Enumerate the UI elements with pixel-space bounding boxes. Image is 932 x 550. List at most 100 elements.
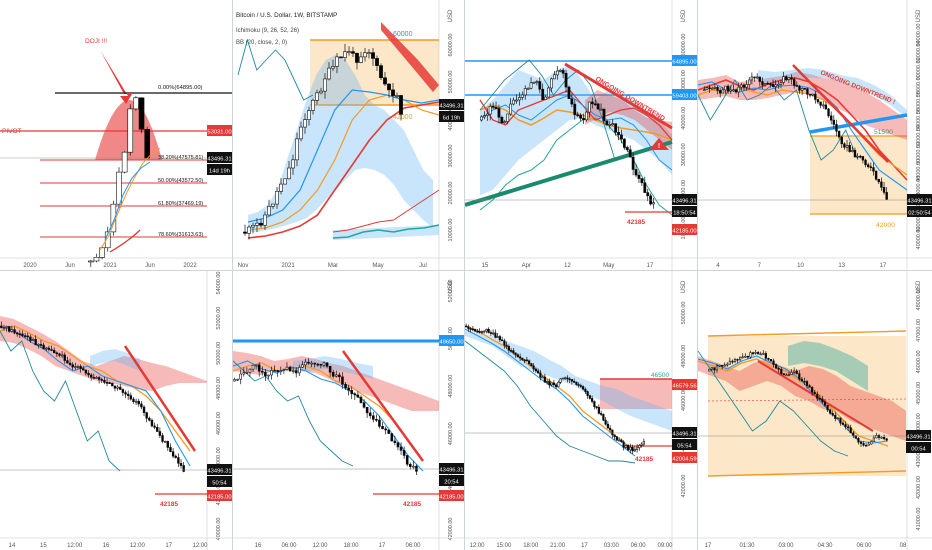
chart-panel-3[interactable]: 60000.00 50000.00 40000.00 30000.00 20000.00… [465, 0, 697, 270]
ichimoku-cloud [248, 55, 433, 232]
candle-down [622, 441, 625, 448]
y-tick-label: 44000.00 [216, 447, 222, 470]
candle-up [343, 51, 347, 58]
y-tick-label: 20000.00 [681, 180, 687, 203]
candle-down [161, 435, 164, 442]
x-tick-label: 17 [647, 263, 654, 269]
candle-up [793, 370, 796, 373]
candle-down [507, 346, 510, 351]
candle-down [883, 436, 886, 440]
candle-up [732, 89, 735, 92]
y-tick-label: 42000.00 [681, 475, 687, 498]
candle-down [813, 391, 816, 395]
x-tick-label: Nov [238, 263, 249, 269]
candle-down [82, 368, 85, 371]
candle-down [767, 358, 770, 360]
senkou-b-line [332, 189, 440, 233]
y-tick-label: 50000.00 [216, 342, 222, 365]
candle-down [405, 455, 409, 465]
chart-panel-8[interactable]: 48000.00 47000.00 46000.00 45000.00 44000.00… [698, 271, 932, 550]
candle-down [371, 415, 375, 420]
candle-down [816, 99, 820, 103]
candle-up [127, 108, 134, 153]
chart-panel-5[interactable]: 54000.00 52000.00 50000.00 48000.00 46000.00… [0, 271, 232, 550]
candle-down [628, 149, 632, 158]
candle-down [631, 156, 635, 170]
price-tag: 14d 19h [209, 169, 230, 175]
x-axis: 12:00 15:00 18:00 21:00 17 03:00 06:00 09:00 [465, 537, 697, 549]
candle-down [803, 87, 806, 90]
candle-up [774, 84, 777, 87]
candle-up [629, 446, 632, 451]
candle-up [291, 370, 295, 372]
price-tag: 18:50:54 [673, 211, 696, 217]
candle-up [599, 108, 603, 111]
candle-down [766, 82, 769, 85]
candle-down [313, 362, 317, 365]
candle-down [39, 344, 43, 346]
candle-down [811, 387, 814, 393]
candle-up [754, 352, 757, 354]
chart-panel-6[interactable]: 52000.0050000.0048000.0046000.0044000.00… [233, 271, 464, 550]
candle-down [402, 450, 406, 456]
candle-up [715, 365, 719, 371]
price-tag-box [207, 164, 232, 175]
candle-down [23, 335, 27, 337]
candle-down [772, 360, 775, 365]
candle-down [132, 398, 135, 402]
candle-down [137, 400, 140, 405]
candle-down [510, 350, 513, 352]
candle-down [362, 402, 366, 408]
candle-up [729, 89, 732, 92]
candle-down [764, 353, 767, 359]
candle-down [570, 379, 573, 382]
candle-down [782, 373, 785, 376]
x-tick-label: 18:00 [523, 543, 539, 549]
candle-down [605, 120, 609, 126]
candle-down [613, 434, 616, 437]
candle-up [745, 84, 748, 88]
x-tick-label: 17 [705, 543, 712, 549]
candle-up [255, 222, 259, 226]
x-tick-label: 14 [9, 543, 16, 549]
candle-down [68, 362, 72, 365]
candles [708, 349, 888, 448]
candle-down [753, 76, 756, 79]
candle-up [5, 326, 8, 328]
candle-down [379, 65, 383, 79]
x-tick-label: 06:00 [281, 543, 297, 549]
y-tick-label: 60000.00 [448, 34, 454, 57]
chart-panel-1[interactable]: 2020 Jun 2021 Jun 2022 DOJI !!! 0.00%(64895.00… [0, 0, 232, 270]
x-tick-label: 16 [103, 543, 110, 549]
candle-down [614, 123, 618, 133]
candle-down [761, 81, 764, 86]
candle-down [627, 444, 630, 451]
candle-up [506, 113, 510, 122]
chart-panel-2[interactable]: 60000.0050000.0040000.0030000.0020000.00… [233, 0, 464, 270]
candle-down [21, 333, 24, 336]
candles [233, 358, 418, 476]
price-tag: 43496.31 [439, 104, 463, 110]
price-tag-box [207, 464, 232, 475]
price-tag-box [439, 475, 464, 486]
x-tick-label: 7 [758, 263, 762, 269]
chart-panel-7[interactable]: 50000.0048000.0046000.0044000.0042000.00… [465, 271, 697, 550]
candle-up [279, 370, 283, 372]
tenkan-line [233, 360, 424, 472]
chart-svg: 60000.0050000.0040000.0030000.0020000.00… [233, 0, 464, 270]
candle-down [570, 98, 574, 105]
candle-down [50, 349, 53, 351]
candle-down [514, 352, 517, 356]
candle-up [367, 52, 371, 54]
candle-up [517, 97, 521, 101]
candle-up [705, 87, 709, 90]
chart-panel-4[interactable]: 64000.00 62000.00 60000.00 58000.00 56000.00… [698, 0, 932, 270]
candle-down [347, 387, 350, 391]
candle-down [591, 398, 594, 402]
candle-up [251, 364, 255, 370]
candle-up [242, 372, 246, 375]
candle-up [76, 366, 80, 368]
indicator-label: Ichimoku (9, 26, 52, 26) [236, 28, 299, 34]
candle-down [505, 344, 508, 347]
candle-down [530, 363, 533, 367]
